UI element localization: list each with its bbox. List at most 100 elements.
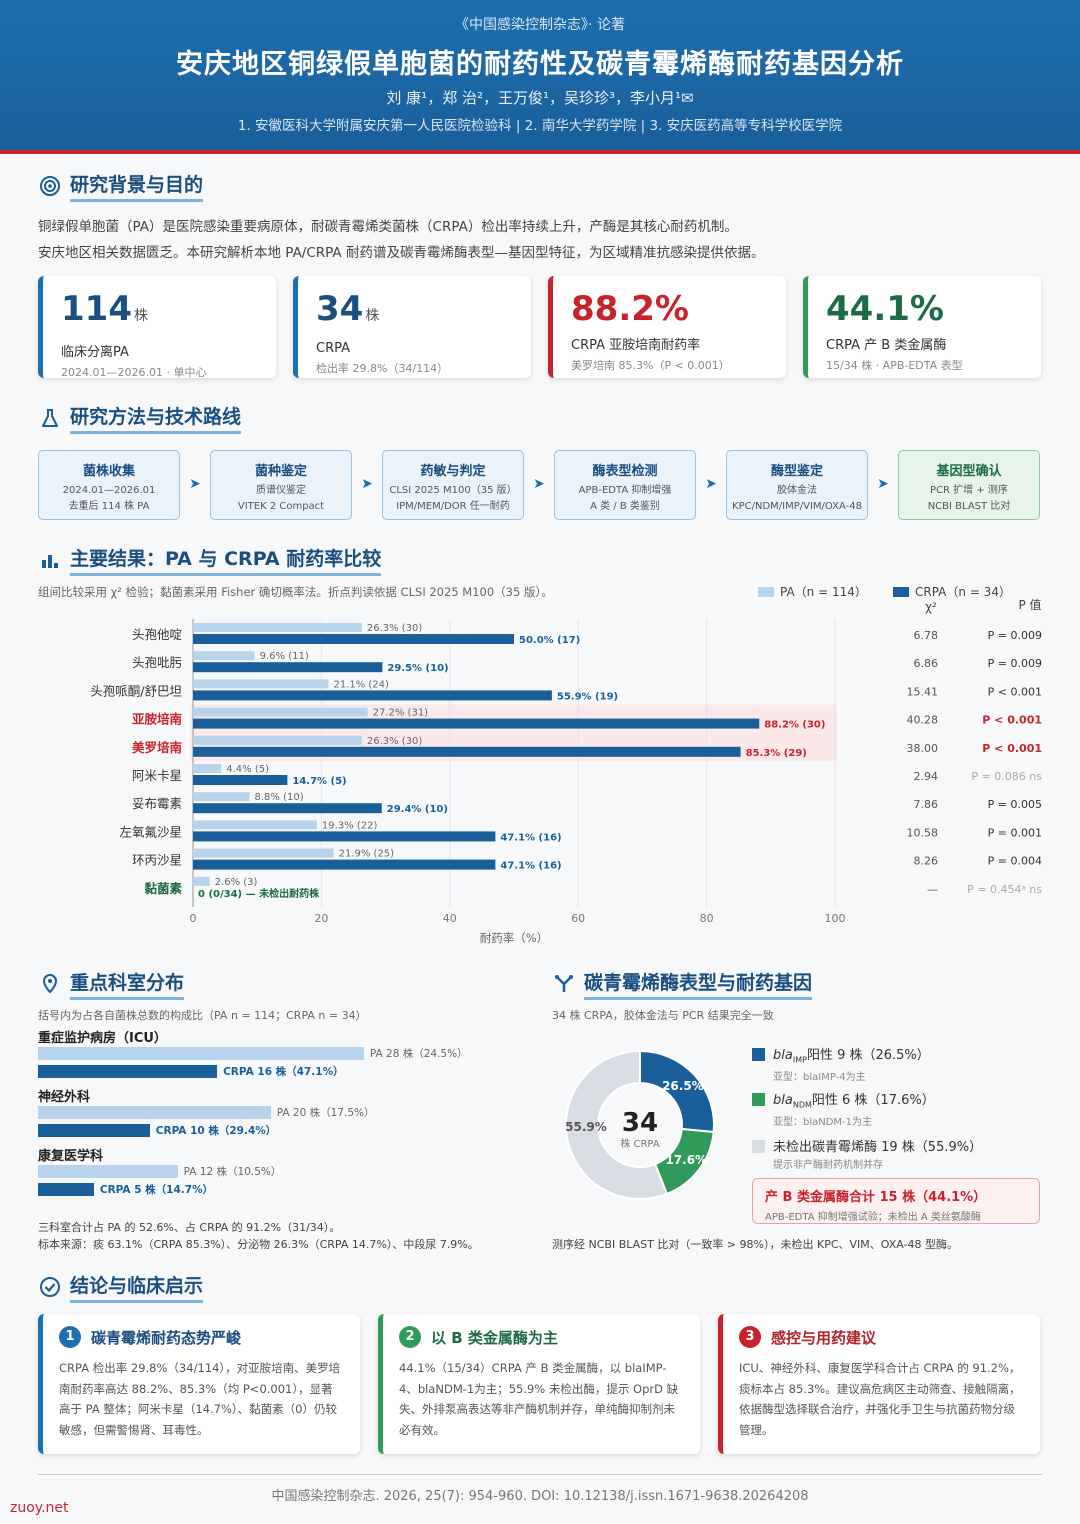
category-label: 亚胺培南: [132, 712, 183, 727]
p-value: P = 0.009: [988, 629, 1042, 642]
method-step-line-1: APB-EDTA 抑制增强: [578, 485, 672, 496]
p-value: P = 0.009: [988, 657, 1042, 670]
chi-square-value: —: [927, 883, 938, 896]
legend-ndm: blaNDM阳性 6 株（17.6%）: [752, 1089, 935, 1110]
enzymes-foot: 测序经 NCBI BLAST 比对（一致率 > 98%），未检出 KPC、VIM…: [552, 1238, 959, 1251]
pa-bar: [193, 764, 222, 773]
chi-square-value: 15.41: [907, 685, 939, 698]
p-value: P = 0.086 ns: [971, 770, 1042, 783]
donut-slice-label: 17.6%: [665, 1153, 707, 1167]
departments-foot-2: 标本来源：痰 63.1%（CRPA 85.3%）、分泌物 26.3%（CRPA …: [38, 1238, 479, 1251]
p-value: P = 0.454ᵃ ns: [967, 883, 1042, 896]
pa-bar-label: 8.8% (10): [254, 792, 303, 803]
location-pin-icon: [38, 972, 62, 996]
x-tick-label: 40: [443, 912, 457, 925]
flask-icon: [38, 406, 62, 430]
conclusion-title: 以 B 类金属酶为主: [431, 1328, 558, 1347]
p-value-header: P 值: [1018, 597, 1041, 612]
p-value: P = 0.005: [988, 798, 1042, 811]
chi-square-value: 10.58: [907, 826, 939, 839]
chi-square-value: 6.86: [914, 657, 939, 670]
pa-bar-label: 26.3% (30): [367, 736, 423, 747]
category-label: 环丙沙星: [132, 853, 182, 868]
pa-bar: [193, 876, 210, 886]
p-value: P = 0.004: [988, 855, 1042, 868]
background-line-2: 安庆地区相关数据匮乏。本研究解析本地 PA/CRPA 耐药谱及碳青霉烯酶表型—基…: [38, 245, 765, 261]
legend-swatch: [893, 586, 909, 597]
mbl-summary-box: 产 B 类金属酶合计 15 株（44.1%） APB-EDTA 抑制增强试验；未…: [752, 1178, 1040, 1224]
crpa-bar: [193, 803, 382, 814]
department-crpa-bar: [38, 1124, 150, 1137]
stat-number: 34 株: [316, 289, 380, 329]
donut-center-label: 株 CRPA: [620, 1137, 660, 1150]
category-label: 头孢吡肟: [132, 655, 182, 670]
conclusion-number: 1: [59, 1326, 81, 1348]
method-step-title: 菌种鉴定: [254, 464, 307, 479]
legend-swatch: [752, 1093, 765, 1106]
stat-sub: 美罗培南 85.3%（P < 0.001）: [571, 359, 730, 372]
crpa-bar-label: 14.7% (5): [292, 776, 346, 787]
x-tick-label: 60: [571, 912, 585, 925]
method-step: 酶表型检测 APB-EDTA 抑制增强 A 类 / B 类鉴别: [554, 450, 696, 520]
affiliations: 1. 安徽医科大学附属安庆第一人民医院检验科 | 2. 南华大学药学院 | 3.…: [237, 118, 843, 134]
pa-bar: [193, 792, 250, 802]
pa-bar: [193, 820, 317, 830]
department-name: 重症监护病房（ICU）: [38, 1031, 167, 1046]
department-crpa-bar: [38, 1065, 218, 1078]
legend-imp-note: 亚型：blaIMP-4为主: [773, 1072, 866, 1083]
crpa-bar-label: 29.4% (10): [387, 804, 448, 815]
crpa-bar: [193, 746, 741, 757]
method-step-line-1: PCR 扩增 + 测序: [930, 485, 1008, 496]
department-pa-label: PA 28 株（24.5%）: [369, 1048, 468, 1060]
section-results-heading: 主要结果：PA 与 CRPA 耐药率比较: [38, 546, 382, 576]
method-step: 菌株收集 2024.01—2026.01 去重后 114 株 PA: [38, 450, 180, 520]
chi-square-value: 8.26: [914, 855, 939, 868]
mbl-title: 产 B 类金属酶合计 15 株（44.1%）: [765, 1190, 987, 1205]
legend-imp: blaIMP阳性 9 株（26.5%）: [752, 1044, 930, 1065]
bar-chart-icon: [38, 548, 62, 572]
colistin-note: 0 (0/34) — 未检出耐药株: [198, 887, 320, 900]
method-step-title: 药敏与判定: [420, 464, 486, 479]
x-tick-label: 0: [190, 912, 197, 925]
crpa-bar: [193, 634, 514, 644]
pa-bar: [193, 735, 362, 745]
stat-number: 88.2%: [571, 289, 689, 329]
department-crpa-label: CRPA 5 株（14.7%）: [99, 1184, 214, 1196]
chi-square-value: 40.28: [907, 714, 939, 727]
section-title: 研究方法与技术路线: [70, 402, 242, 434]
stat-number: 44.1%: [826, 289, 944, 329]
crpa-bar: [193, 775, 288, 785]
crpa-bar-label: 55.9% (19): [557, 691, 618, 702]
legend-crpa: CRPA（n = 34）: [893, 583, 1011, 600]
department-crpa-label: CRPA 10 株（29.4%）: [155, 1125, 277, 1137]
conclusion-number: 2: [399, 1326, 421, 1348]
department-crpa-bar: [38, 1183, 94, 1196]
gene-icon: [552, 972, 576, 996]
department-name: 康复医学科: [38, 1149, 104, 1164]
crpa-bar-label: 47.1% (16): [500, 832, 561, 843]
p-value: P < 0.001: [982, 714, 1042, 727]
section-title: 重点科室分布: [70, 968, 185, 1000]
arrow-right-icon: ➤: [533, 476, 545, 492]
method-step-line-2: VITEK 2 Compact: [237, 501, 325, 512]
pa-bar-label: 27.2% (31): [373, 708, 429, 719]
stat-card-imipenem: 88.2% CRPA 亚胺培南耐药率 美罗培南 85.3%（P < 0.001）: [548, 276, 786, 378]
conclusion-title: 碳青霉烯耐药态势严峻: [91, 1328, 242, 1347]
arrow-right-icon: ➤: [361, 476, 373, 492]
category-label: 黏菌素: [144, 881, 182, 896]
chi-square-header: χ²: [925, 600, 937, 614]
stat-sub: 2024.01—2026.01 · 单中心: [61, 366, 207, 379]
pa-bar-label: 21.1% (24): [333, 679, 389, 690]
crpa-bar-label: 47.1% (16): [500, 861, 561, 872]
legend-ndm-note: 亚型：blaNDM-1为主: [773, 1117, 873, 1128]
donut-slice-label: 55.9%: [565, 1120, 607, 1134]
x-tick-label: 20: [314, 912, 328, 925]
arrow-right-icon: ➤: [705, 476, 717, 492]
crpa-bar-label: 88.2% (30): [764, 720, 825, 731]
target-icon: [38, 174, 62, 198]
crpa-bar: [193, 662, 383, 673]
stat-sub: 15/34 株 · APB-EDTA 表型: [826, 359, 963, 372]
page-header: 《中国感染控制杂志》· 论著 安庆地区铜绿假单胞菌的耐药性及碳青霉烯酶耐药基因分…: [0, 0, 1080, 150]
legend-none-note: 提示非产酶耐药机制并存: [773, 1160, 883, 1171]
method-step-line-1: 2024.01—2026.01: [62, 485, 156, 496]
